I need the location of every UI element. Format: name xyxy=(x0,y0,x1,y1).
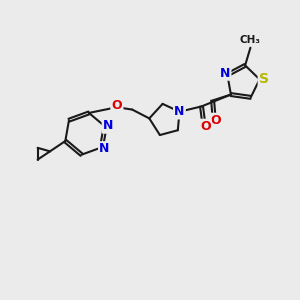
Text: N: N xyxy=(99,142,110,155)
Text: S: S xyxy=(259,72,269,86)
Text: N: N xyxy=(174,105,184,118)
Text: O: O xyxy=(112,99,122,112)
Text: N: N xyxy=(103,119,113,133)
Text: N: N xyxy=(220,67,230,80)
Text: CH₃: CH₃ xyxy=(240,35,261,45)
Text: O: O xyxy=(200,120,211,133)
Text: O: O xyxy=(210,114,221,127)
